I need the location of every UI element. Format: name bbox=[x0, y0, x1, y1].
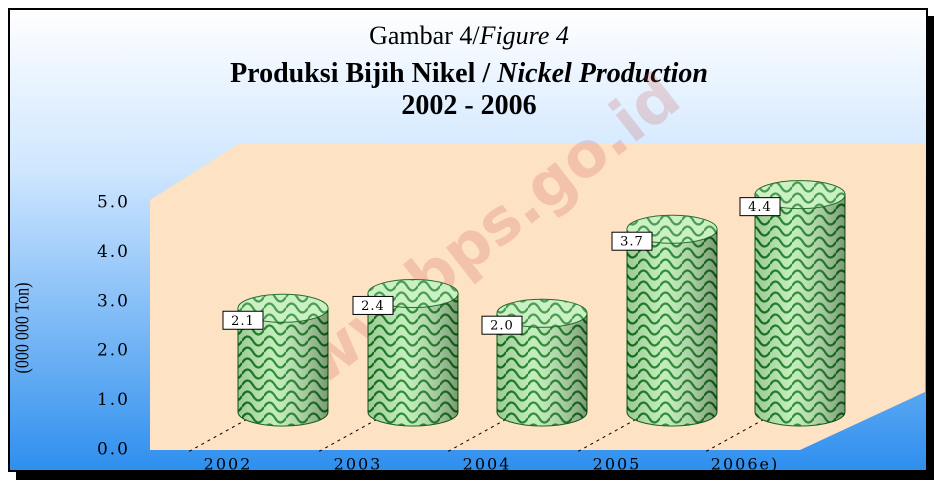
x-tick-label: 2002 bbox=[204, 455, 253, 474]
value-label: 2.4 bbox=[361, 299, 385, 314]
value-label: 3.7 bbox=[620, 235, 644, 250]
value-label-box bbox=[352, 295, 394, 315]
floor-line bbox=[704, 415, 771, 453]
floor-line bbox=[317, 415, 384, 453]
value-label-box bbox=[481, 315, 523, 335]
bar-shade bbox=[627, 229, 717, 426]
title-part: Figure 4 bbox=[479, 21, 569, 50]
plot-area bbox=[150, 143, 925, 450]
y-tick-label: 2.0 bbox=[97, 341, 130, 361]
value-label: 2.0 bbox=[490, 319, 514, 334]
y-tick-label: 0.0 bbox=[97, 440, 130, 460]
value-label-box bbox=[222, 310, 264, 330]
bar-shade bbox=[755, 194, 845, 426]
title-part: Produksi Bijih Nikel / bbox=[230, 58, 497, 89]
value-label: 4.4 bbox=[748, 200, 772, 215]
x-tick-label: 2003 bbox=[334, 455, 383, 474]
chart-title: Produksi Bijih Nikel / Nickel Production bbox=[230, 58, 708, 89]
floor-line bbox=[446, 415, 513, 453]
value-label: 2.1 bbox=[231, 314, 255, 329]
floor-line bbox=[576, 415, 643, 453]
chart-title: 2002 - 2006 bbox=[401, 90, 536, 121]
x-tick-label: 2005 bbox=[593, 455, 642, 474]
value-label-box bbox=[739, 197, 781, 217]
title-part: Gambar 4/ bbox=[369, 21, 480, 50]
bar-shade bbox=[368, 293, 458, 426]
y-tick-label: 4.0 bbox=[97, 242, 130, 262]
title-part: 2002 - 2006 bbox=[401, 90, 536, 121]
value-label-box bbox=[611, 231, 653, 251]
floor-line bbox=[187, 415, 254, 453]
x-tick-label: 2004 bbox=[463, 455, 512, 474]
y-axis-label: (000 000 Ton) bbox=[11, 282, 34, 373]
bar-shade bbox=[238, 308, 328, 426]
chart-title: Gambar 4/Figure 4 bbox=[369, 21, 569, 50]
y-tick-label: 3.0 bbox=[97, 291, 130, 311]
y-tick-label: 5.0 bbox=[97, 193, 130, 213]
y-tick-label: 1.0 bbox=[97, 390, 130, 410]
bar-shade bbox=[497, 313, 587, 426]
x-tick-label: 2006e) bbox=[711, 455, 779, 474]
title-part: Nickel Production bbox=[496, 58, 708, 89]
